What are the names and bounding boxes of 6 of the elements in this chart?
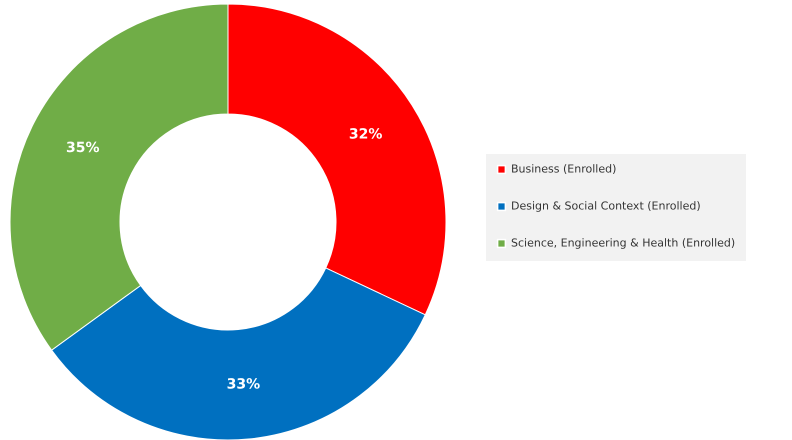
legend-label: Design & Social Context (Enrolled) (511, 200, 701, 212)
legend-label: Science, Engineering & Health (Enrolled) (511, 236, 736, 250)
legend-label: Business (Enrolled) (511, 162, 616, 176)
data-label: 33% (226, 376, 260, 392)
data-label: 35% (66, 140, 100, 156)
data-label: 32% (348, 126, 382, 143)
